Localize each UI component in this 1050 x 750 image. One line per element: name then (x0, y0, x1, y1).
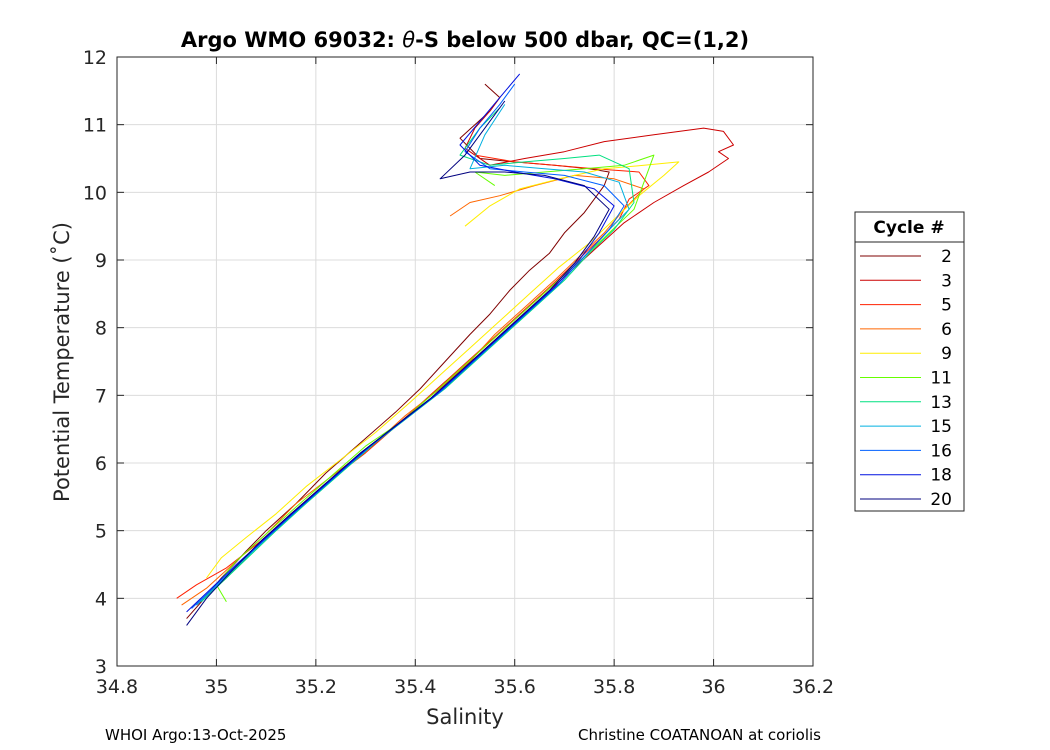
footer-right-credit: Christine COATANOAN at coriolis (578, 726, 821, 744)
chart-title: Argo WMO 69032: θ-S below 500 dbar, QC=(… (181, 28, 749, 52)
legend-label-cycle-18: 18 (930, 466, 952, 486)
legend-entries: 2 3 5 6 9 11 13 15 16 18 20 (860, 247, 952, 510)
legend-label-cycle-9: 9 (941, 344, 952, 364)
y-tick-label: 6 (95, 453, 107, 475)
x-tick-label: 35.6 (494, 676, 536, 698)
series-line-cycle-11 (215, 154, 655, 602)
series-line-cycle-15 (196, 104, 630, 606)
series-line-cycle-20 (186, 100, 610, 626)
x-tick-label: 36.2 (792, 676, 834, 698)
legend-title: Cycle # (873, 218, 944, 238)
y-tick-label: 11 (83, 115, 107, 137)
series-line-cycle-16 (191, 83, 625, 609)
y-tick-label: 9 (95, 250, 107, 272)
y-tick-label: 8 (95, 318, 107, 340)
legend-label-cycle-13: 13 (930, 393, 952, 413)
axis-ticks: 34.8 35 35.2 35.4 35.6 35.8 36 36.2 3 4 5 6 7 8 9 10 11 1… (83, 47, 834, 698)
legend-label-cycle-15: 15 (930, 417, 952, 437)
series-line-cycle-18 (186, 73, 615, 613)
y-tick-label: 3 (95, 656, 107, 678)
legend: Cycle # 2 3 5 6 9 11 13 15 16 18 20 (854, 211, 965, 512)
series-line-cycle-5 (176, 154, 650, 599)
legend-box (854, 211, 965, 512)
y-axis-label: Potential Temperature (˚C) (50, 222, 74, 502)
plot-frame (116, 56, 814, 667)
legend-label-cycle-20: 20 (930, 490, 952, 510)
y-tick-label: 12 (83, 47, 107, 69)
y-tick-label: 4 (95, 588, 107, 610)
y-tick-label: 5 (95, 521, 107, 543)
series-line-cycle-6 (181, 174, 645, 606)
x-tick-label: 34.8 (96, 676, 138, 698)
x-tick-label: 36 (701, 676, 725, 698)
footer-left-credit: WHOI Argo:13-Oct-2025 (105, 726, 287, 744)
x-axis-label: Salinity (426, 705, 504, 729)
plot-series (176, 73, 734, 626)
x-tick-label: 35.4 (394, 676, 436, 698)
series-line-cycle-13 (201, 107, 635, 603)
legend-label-cycle-2: 2 (941, 247, 952, 267)
legend-label-cycle-16: 16 (930, 441, 952, 461)
y-tick-label: 7 (95, 385, 107, 407)
series-line-cycle-9 (206, 161, 680, 579)
legend-label-cycle-5: 5 (941, 296, 952, 316)
legend-label-cycle-3: 3 (941, 271, 952, 291)
x-tick-label: 35 (204, 676, 228, 698)
legend-label-cycle-6: 6 (941, 320, 952, 340)
legend-label-cycle-11: 11 (930, 369, 952, 389)
x-tick-label: 35.2 (295, 676, 337, 698)
y-tick-label: 10 (83, 182, 107, 204)
x-tick-label: 35.8 (593, 676, 635, 698)
